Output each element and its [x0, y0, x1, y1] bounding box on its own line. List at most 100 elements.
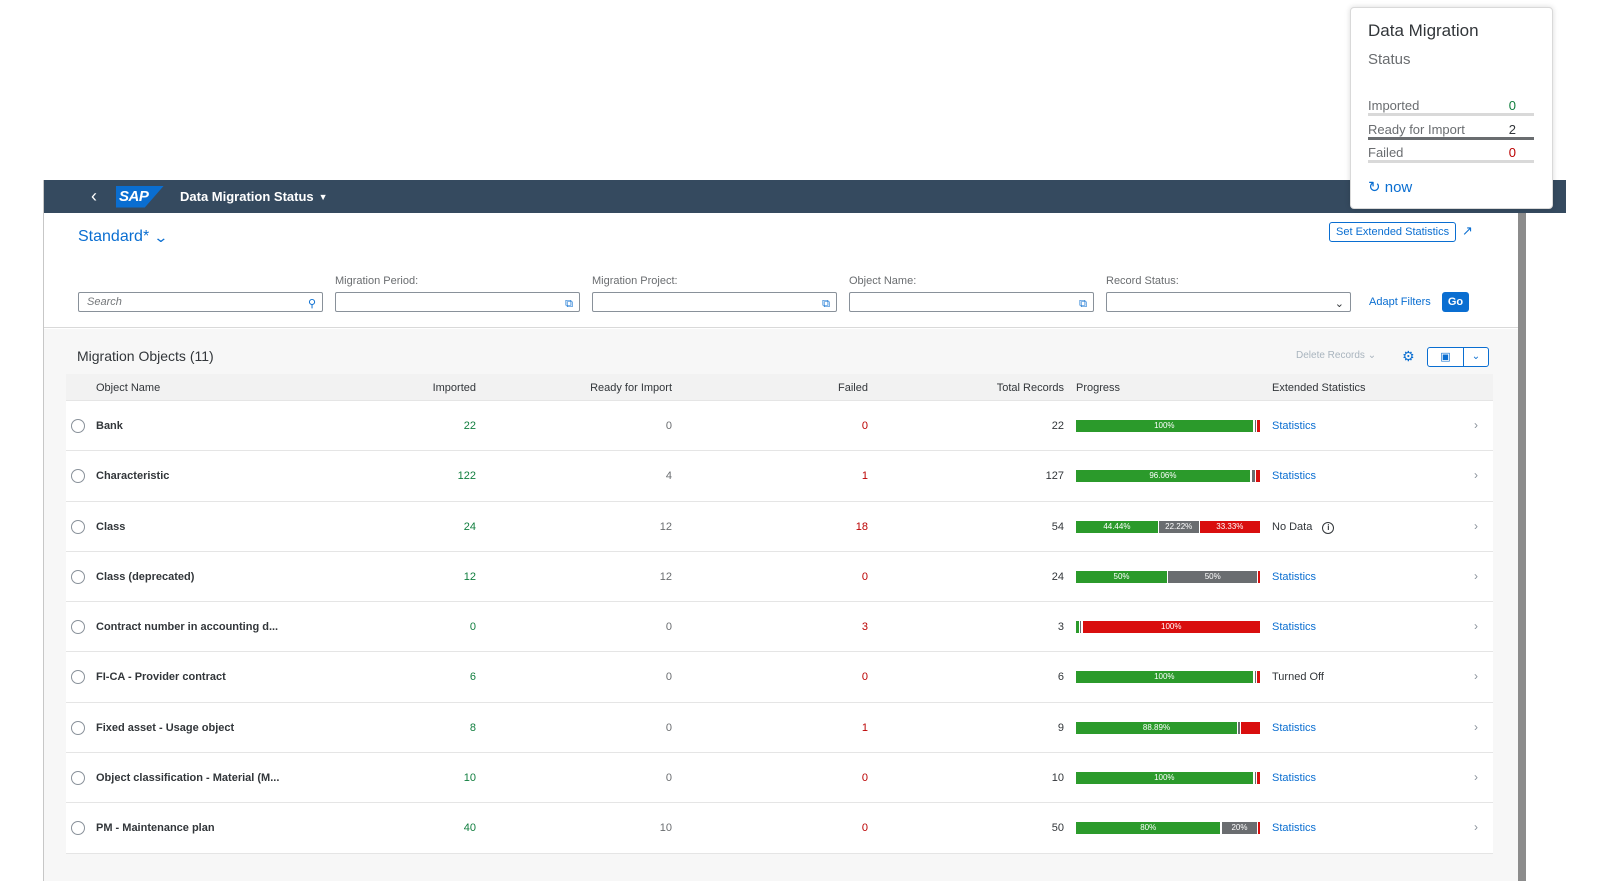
statistics-link[interactable]: Statistics: [1272, 470, 1317, 483]
col-extended[interactable]: Extended Statistics: [1272, 382, 1366, 394]
table-row[interactable]: FI-CA - Provider contract 6 0 0 6 100% Turned …: [66, 652, 1493, 703]
progress-segment: [1237, 721, 1239, 734]
chevron-right-icon[interactable]: ›: [1474, 719, 1478, 734]
row-select-radio[interactable]: [71, 519, 85, 534]
record-status-label: Record Status:: [1106, 275, 1179, 287]
export-button[interactable]: ▣ ⌄: [1427, 347, 1489, 367]
statistics-link[interactable]: Statistics: [1272, 420, 1317, 432]
imported-count: 22: [463, 420, 476, 432]
progress-bar: 96.06%: [1076, 470, 1260, 483]
progress-segment: [1238, 721, 1240, 734]
extended-status-text: No Data: [1272, 520, 1313, 533]
value-help-icon[interactable]: ⧉: [822, 298, 830, 310]
failed-count: 0: [861, 772, 868, 785]
chevron-right-icon[interactable]: ›: [1474, 518, 1478, 533]
adapt-filters-link[interactable]: Adapt Filters: [1369, 296, 1431, 308]
value-help-icon[interactable]: ⧉: [565, 298, 573, 310]
row-select-radio[interactable]: [71, 771, 85, 786]
progress-segment: [1198, 520, 1200, 533]
statistics-link[interactable]: Statistics: [1272, 721, 1317, 734]
progress-bar: 100%: [1076, 621, 1260, 634]
progress-segment: 88.89%: [1076, 721, 1237, 734]
imported-count: 8: [469, 721, 476, 734]
table-row[interactable]: Characteristic 122 4 1 127 96.06% Statistics ›: [66, 451, 1493, 502]
progress-segment: [1239, 721, 1241, 734]
progress-segment: [1256, 671, 1258, 684]
table-row[interactable]: Object classification - Material (M... 10…: [66, 753, 1493, 804]
statistics-link[interactable]: Statistics: [1272, 621, 1317, 634]
card-status-bar: [1368, 136, 1534, 140]
chevron-right-icon[interactable]: ›: [1474, 619, 1478, 634]
card-status-label: Failed: [1368, 145, 1404, 160]
variant-selector[interactable]: Standard* ⌄: [78, 228, 169, 246]
imported-count: 12: [463, 570, 476, 583]
app-title-menu[interactable]: Data Migration Status ▼: [180, 189, 328, 204]
table-row[interactable]: PM - Maintenance plan 40 10 0 50 80% 20% Statis…: [66, 803, 1493, 854]
chevron-right-icon[interactable]: ›: [1474, 568, 1478, 583]
total-count: 24: [1051, 570, 1064, 583]
card-status-value: 2: [1508, 121, 1516, 137]
refresh-link[interactable]: ↻ now: [1368, 178, 1412, 196]
card-status-value: 0: [1508, 145, 1516, 160]
back-icon[interactable]: ‹: [91, 186, 97, 206]
col-progress[interactable]: Progress: [1076, 382, 1121, 394]
row-select-radio[interactable]: [71, 821, 85, 836]
migration-period-input[interactable]: ⧉: [335, 292, 580, 312]
go-button[interactable]: Go: [1442, 292, 1469, 312]
card-title: Data Migration: [1368, 21, 1479, 40]
row-select-radio[interactable]: [71, 569, 85, 584]
chevron-right-icon[interactable]: ›: [1474, 669, 1478, 684]
set-extended-statistics-button[interactable]: Set Extended Statistics: [1329, 222, 1457, 242]
progress-segment: [1256, 470, 1260, 483]
table-row[interactable]: Class 24 12 18 54 44.44% 22.22% 33.33% No Data i ›: [66, 501, 1493, 552]
col-ready[interactable]: Ready for Import: [590, 382, 672, 394]
migration-project-label: Migration Project:: [592, 275, 678, 287]
row-select-radio[interactable]: [71, 419, 85, 433]
total-count: 50: [1051, 822, 1064, 835]
statistics-link[interactable]: Statistics: [1272, 772, 1317, 785]
row-select-radio[interactable]: [71, 670, 85, 685]
gear-icon[interactable]: ⚙: [1402, 348, 1415, 364]
filter-header: Standard* ⌄ Set Extended Statistics ↗ Se…: [44, 213, 1519, 369]
chevron-down-icon[interactable]: ⌄: [1471, 351, 1481, 362]
status-card[interactable]: Data Migration Status Imported 0 Ready for…: [1350, 7, 1553, 209]
row-select-radio[interactable]: [71, 469, 85, 484]
table-row[interactable]: Contract number in accounting d... 0 0 3 3 10…: [66, 602, 1493, 653]
chevron-right-icon[interactable]: ›: [1474, 468, 1478, 483]
col-object-name[interactable]: Object Name: [96, 382, 161, 394]
share-icon[interactable]: ↗: [1462, 223, 1473, 238]
chevron-down-icon[interactable]: ⌄: [1334, 298, 1344, 310]
value-help-icon[interactable]: ⧉: [1079, 298, 1087, 310]
export-icon[interactable]: ▣: [1428, 348, 1464, 366]
record-status-select[interactable]: ⌄: [1106, 292, 1351, 312]
row-select-radio[interactable]: [71, 620, 85, 635]
chevron-right-icon[interactable]: ›: [1474, 770, 1478, 785]
card-status-value: 0: [1508, 98, 1516, 113]
progress-segment: [1257, 420, 1260, 432]
table-row[interactable]: Fixed asset - Usage object 8 0 1 9 88.89% Stat…: [66, 702, 1493, 754]
object-name: Fixed asset - Usage object: [96, 721, 235, 734]
scrollbar[interactable]: [1518, 213, 1526, 881]
search-icon[interactable]: ⚲: [307, 298, 316, 310]
row-select-radio[interactable]: [71, 720, 85, 735]
statistics-link[interactable]: Statistics: [1272, 570, 1317, 583]
col-imported[interactable]: Imported: [432, 382, 476, 394]
statistics-link[interactable]: Statistics: [1272, 822, 1317, 835]
chevron-right-icon[interactable]: ›: [1474, 820, 1478, 835]
table-row[interactable]: Class (deprecated) 12 12 0 24 50% 50% Statistic…: [66, 551, 1493, 603]
col-failed[interactable]: Failed: [838, 382, 868, 394]
info-icon[interactable]: i: [1322, 521, 1335, 534]
object-name: Characteristic: [96, 470, 170, 483]
total-count: 54: [1051, 520, 1064, 533]
search-input[interactable]: Search ⚲: [78, 292, 323, 312]
table-row[interactable]: Bank 22 0 0 22 100% Statistics ›: [66, 401, 1493, 452]
progress-bar: 50% 50%: [1076, 570, 1260, 583]
migration-project-input[interactable]: ⧉: [592, 292, 837, 312]
table-title: Migration Objects (11): [77, 348, 214, 364]
col-total[interactable]: Total Records: [996, 382, 1064, 394]
chevron-right-icon[interactable]: ›: [1474, 418, 1478, 432]
object-name-input[interactable]: ⧉: [849, 292, 1094, 312]
progress-segment: 80%: [1076, 822, 1221, 835]
progress-segment: [1256, 772, 1258, 785]
imported-count: 6: [469, 671, 476, 684]
